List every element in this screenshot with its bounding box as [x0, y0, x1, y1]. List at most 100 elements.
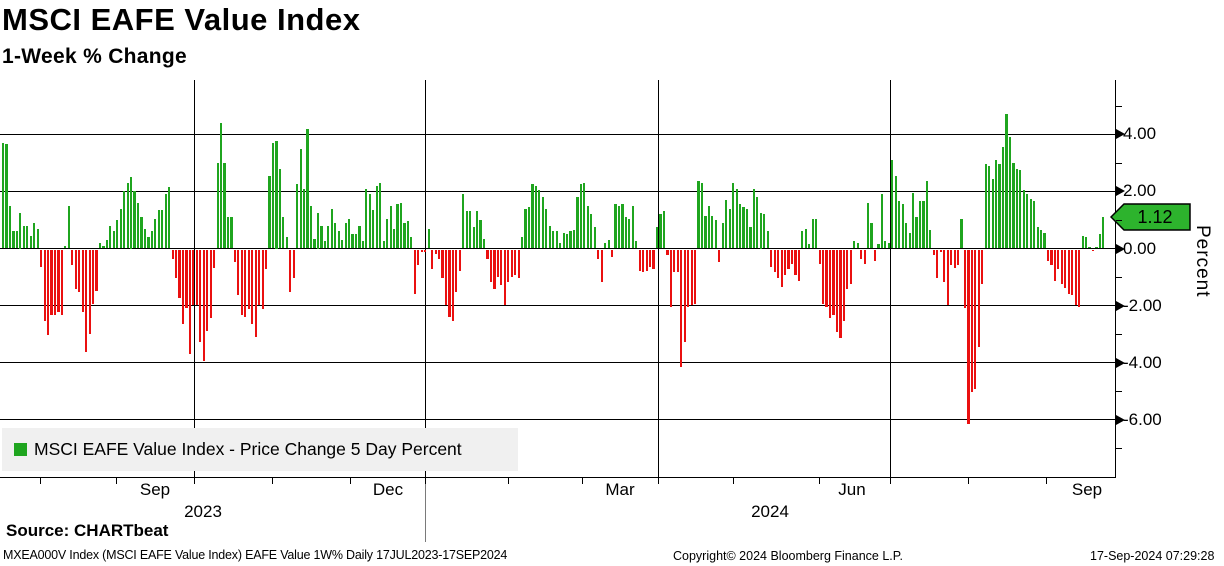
data-bar	[289, 249, 292, 293]
legend-series-swatch-icon	[14, 443, 27, 456]
data-bar	[777, 249, 780, 279]
y-tick-label: -4.00	[1123, 352, 1162, 372]
x-axis-tick	[582, 478, 583, 484]
data-bar	[71, 249, 74, 266]
data-bar	[1008, 137, 1012, 249]
data-bar	[5, 144, 8, 249]
data-bar	[794, 249, 797, 276]
data-bar	[330, 208, 333, 249]
data-bar	[185, 249, 188, 309]
data-bar	[995, 159, 998, 249]
data-bar	[552, 231, 555, 249]
data-bar	[631, 205, 634, 249]
data-bar	[780, 249, 783, 287]
y-axis-major-tick	[1116, 414, 1125, 425]
data-bar	[984, 164, 987, 249]
gridline-horizontal	[0, 190, 1115, 192]
data-bar	[891, 159, 894, 249]
data-bar	[853, 241, 856, 249]
data-bar	[905, 222, 908, 249]
data-bar	[223, 162, 226, 249]
last-value-tag-shape	[1110, 203, 1191, 231]
data-bar	[375, 185, 378, 249]
gridline-vertical	[658, 80, 659, 477]
data-bar	[1040, 229, 1043, 249]
data-bar	[417, 249, 420, 266]
data-bar	[721, 222, 724, 249]
data-bar	[469, 211, 472, 249]
x-axis-tick	[194, 478, 195, 484]
data-bar	[275, 141, 278, 249]
data-bar	[437, 249, 441, 260]
data-bar	[652, 249, 655, 270]
data-bar	[316, 212, 320, 249]
data-bar	[911, 192, 915, 249]
data-bar	[783, 249, 787, 276]
data-bar	[358, 225, 361, 249]
data-bar	[67, 205, 70, 249]
data-bar	[932, 249, 935, 256]
data-bar	[216, 162, 219, 249]
y-tick-label: -6.00	[1123, 409, 1162, 429]
data-bar	[233, 249, 236, 263]
data-bar	[1057, 249, 1060, 270]
data-bar	[593, 227, 596, 249]
last-value-tag: 1.12	[1110, 203, 1191, 231]
data-bar	[199, 249, 202, 343]
data-bar	[1046, 249, 1050, 261]
y-axis-major-tick	[1116, 300, 1125, 311]
data-bar	[766, 231, 769, 249]
data-bar	[8, 205, 12, 249]
y-tick-label: 0.00	[1123, 238, 1157, 258]
data-bar	[285, 237, 288, 249]
data-bar	[354, 234, 358, 249]
data-bar	[887, 242, 890, 249]
data-bar	[694, 249, 697, 304]
data-bar	[150, 231, 153, 249]
data-bar	[458, 249, 461, 271]
data-bar	[46, 249, 50, 336]
data-bar	[534, 185, 538, 249]
data-bar	[925, 181, 928, 249]
data-bar	[690, 249, 693, 306]
data-bar	[711, 215, 714, 249]
data-bar	[1015, 168, 1018, 249]
data-bar	[1088, 247, 1091, 249]
data-bar	[545, 208, 548, 249]
data-bar	[486, 249, 489, 260]
data-bar	[835, 249, 839, 333]
data-bar	[704, 215, 707, 249]
last-value-tag-text: 1.12	[1137, 207, 1172, 227]
data-bar	[718, 249, 721, 263]
gridline-horizontal	[0, 419, 1115, 421]
data-bar	[808, 244, 811, 249]
data-bar	[1005, 114, 1008, 249]
y-tick-label: -2.00	[1123, 295, 1162, 315]
data-bar	[1078, 249, 1081, 307]
data-bar	[64, 245, 67, 249]
x-axis-tick	[1046, 478, 1047, 484]
data-bar	[738, 204, 742, 249]
data-bar	[604, 242, 607, 249]
data-bar	[258, 249, 261, 306]
data-bar	[565, 234, 569, 249]
data-bar	[538, 189, 541, 249]
data-bar	[981, 249, 984, 284]
data-bar	[126, 182, 129, 249]
x-axis-tick	[819, 478, 820, 484]
data-bar	[133, 191, 136, 249]
data-bar	[372, 209, 375, 249]
data-bar	[168, 187, 171, 249]
data-bar	[1060, 249, 1063, 284]
data-bar	[541, 197, 544, 249]
data-bar	[296, 184, 299, 249]
data-bar	[572, 229, 576, 249]
data-bar	[406, 221, 409, 249]
data-bar	[628, 218, 631, 249]
render-timestamp: 17-Sep-2024 07:29:28	[1090, 549, 1215, 563]
y-axis-major-tick	[1116, 243, 1125, 254]
data-bar	[78, 249, 81, 293]
x-month-label: Dec	[372, 480, 404, 499]
y-axis-major-tick	[1116, 357, 1125, 368]
data-bar	[427, 228, 430, 249]
